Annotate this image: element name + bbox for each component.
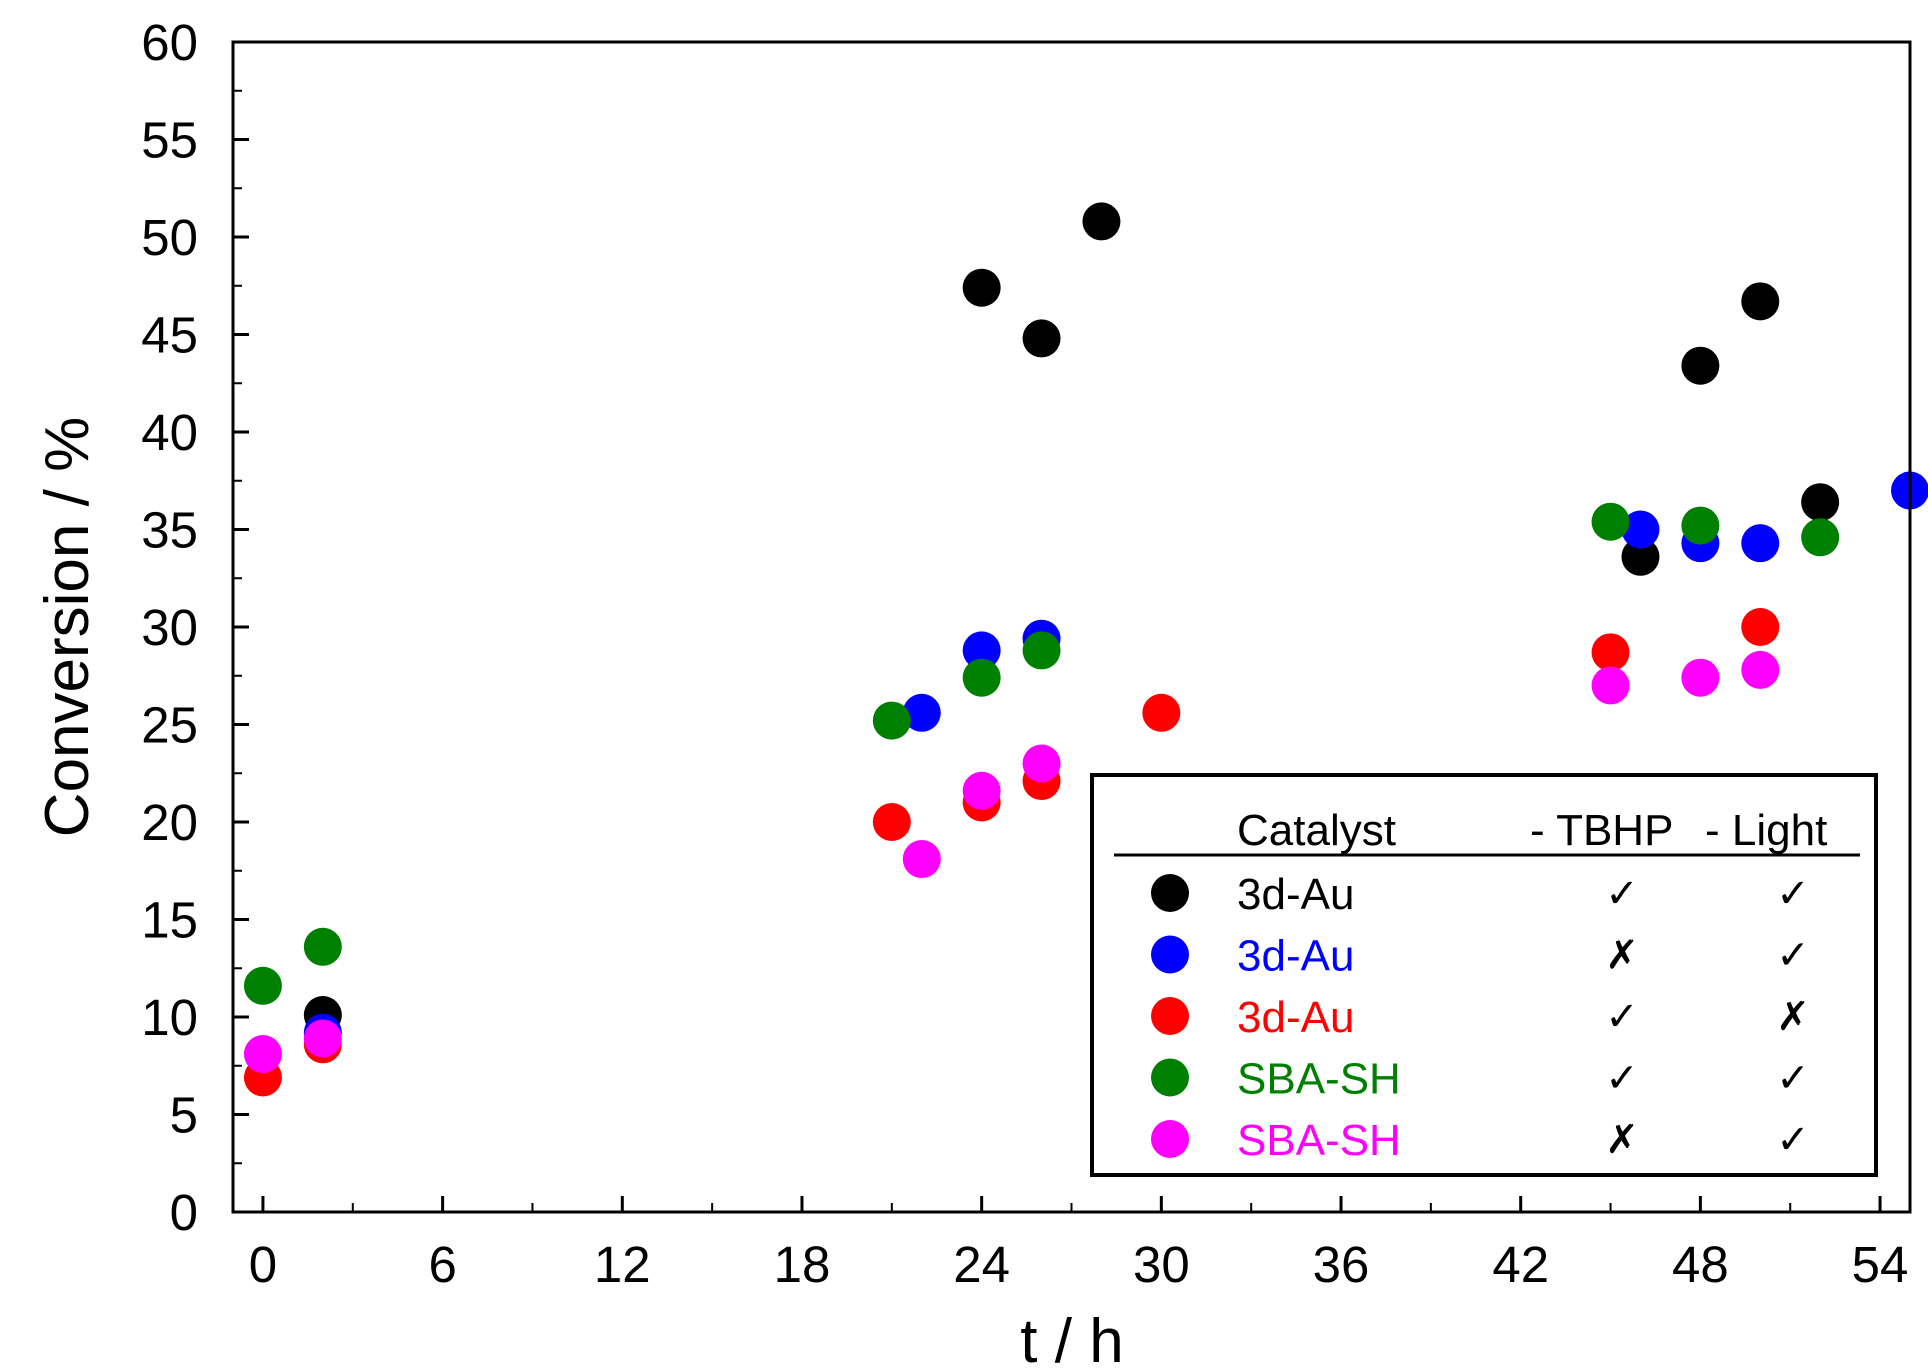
data-point-series-5	[1741, 650, 1780, 689]
data-point-series-5	[1022, 744, 1061, 783]
y-tick-label: 0	[170, 1184, 198, 1241]
legend-tbhp-mark: ✗	[1605, 1117, 1639, 1163]
legend-tbhp-mark: ✓	[1605, 994, 1639, 1040]
legend: Catalyst - TBHP - Light 3d-Au ✓ ✓3d-Au ✗ ✓3d…	[1090, 773, 1878, 1177]
y-tick-label: 30	[141, 599, 198, 656]
x-tick-label: 30	[1133, 1236, 1190, 1293]
points-layer	[243, 202, 1928, 1097]
data-point-series-5	[962, 771, 1001, 810]
x-tick-label: 36	[1313, 1236, 1370, 1293]
data-point-series-1	[1741, 282, 1780, 321]
data-point-series-5	[902, 840, 941, 879]
y-tick-label: 5	[170, 1087, 198, 1144]
x-tick-label: 42	[1492, 1236, 1549, 1293]
legend-label: 3d-Au	[1237, 993, 1354, 1042]
x-tick-label: 24	[953, 1236, 1010, 1293]
legend-label: SBA-SH	[1237, 1116, 1401, 1165]
data-point-series-2	[1621, 510, 1660, 549]
data-point-series-4	[243, 966, 282, 1005]
legend-label: SBA-SH	[1237, 1055, 1401, 1104]
data-point-series-4	[303, 927, 342, 966]
x-axis-title: t / h	[1020, 1307, 1123, 1371]
y-tick-label: 50	[141, 209, 198, 266]
y-tick-label: 10	[141, 989, 198, 1046]
legend-marker	[1151, 997, 1189, 1035]
legend-light-mark: ✗	[1776, 994, 1810, 1040]
data-point-series-4	[962, 658, 1001, 697]
legend-tbhp-mark: ✓	[1605, 871, 1639, 917]
legend-label: 3d-Au	[1237, 870, 1354, 919]
y-tick-label: 55	[141, 112, 198, 169]
data-point-series-5	[1591, 666, 1630, 705]
legend-marker	[1151, 874, 1189, 912]
x-tick-label: 0	[249, 1236, 277, 1293]
data-point-series-5	[243, 1035, 282, 1074]
y-tick-label: 15	[141, 892, 198, 949]
data-point-series-1	[962, 268, 1001, 307]
x-tick-label: 6	[428, 1236, 456, 1293]
data-point-series-2	[962, 631, 1001, 670]
data-point-series-4	[872, 701, 911, 740]
data-point-series-1	[1801, 483, 1840, 522]
data-point-series-2	[902, 693, 941, 732]
data-point-series-1	[1681, 346, 1720, 385]
data-point-series-4	[1022, 631, 1061, 670]
ticks-layer: 0 6 12 18 24 30 36 42 48 54 0 5 10 15 20 25 30 35 40 45 50 55…	[141, 14, 1908, 1293]
legend-tbhp-mark: ✗	[1605, 933, 1639, 979]
data-point-series-4	[1801, 518, 1840, 557]
legend-tbhp-mark: ✓	[1605, 1056, 1639, 1102]
x-tick-label: 18	[774, 1236, 831, 1293]
legend-box	[1090, 773, 1878, 1177]
data-point-series-1	[1022, 319, 1061, 358]
legend-marker	[1151, 935, 1189, 974]
legend-label: 3d-Au	[1237, 932, 1354, 981]
data-point-series-4	[1591, 502, 1630, 541]
data-point-series-3	[1591, 633, 1630, 672]
y-tick-label: 20	[141, 794, 198, 851]
legend-marker	[1151, 1058, 1189, 1097]
data-point-series-4	[1681, 506, 1720, 545]
x-tick-label: 12	[594, 1236, 651, 1293]
data-point-series-5	[303, 1019, 342, 1058]
legend-header-tbhp: - TBHP	[1530, 806, 1673, 855]
data-point-series-2	[1741, 524, 1780, 563]
legend-header-catalyst: Catalyst	[1237, 806, 1396, 855]
y-tick-label: 60	[141, 14, 198, 71]
data-point-series-3	[872, 803, 911, 841]
legend-light-mark: ✓	[1776, 1117, 1810, 1163]
plot-frame	[231, 40, 1912, 1214]
data-point-series-5	[1681, 658, 1720, 697]
x-tick-label: 48	[1672, 1236, 1729, 1293]
data-point-series-1	[1082, 202, 1121, 241]
data-point-series-3	[1741, 608, 1780, 646]
legend-light-mark: ✓	[1776, 933, 1810, 979]
data-point-series-3	[1142, 693, 1181, 732]
y-tick-label: 35	[141, 502, 198, 559]
legend-marker	[1151, 1120, 1189, 1158]
legend-rows: 3d-Au ✓ ✓ 3d-Au ✗ ✓ 3d-Au ✓ ✗ SBA-SH ✓ ✓ SBA-SH ✗ ✓	[1151, 870, 1810, 1165]
y-tick-label: 25	[141, 697, 198, 754]
legend-light-mark: ✓	[1776, 1056, 1810, 1102]
legend-light-mark: ✓	[1776, 871, 1810, 917]
legend-header-light: - Light	[1705, 806, 1827, 855]
y-tick-label: 40	[141, 404, 198, 461]
data-point-series-1	[1621, 537, 1660, 576]
x-tick-label: 54	[1852, 1236, 1909, 1293]
y-axis-title: Conversion / %	[33, 417, 102, 837]
y-tick-label: 45	[141, 307, 198, 364]
